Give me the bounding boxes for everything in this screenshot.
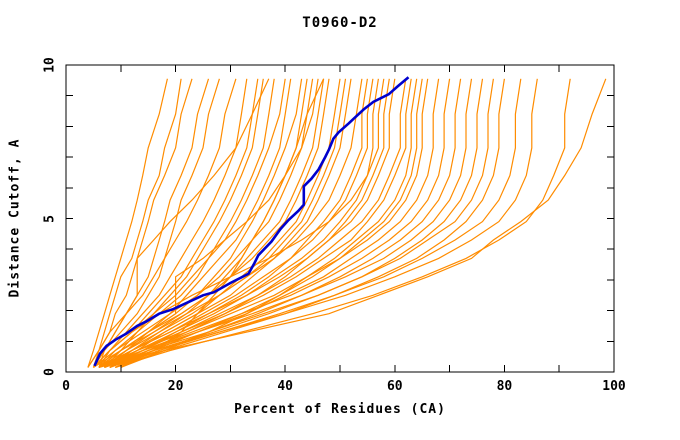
x-tick-label-80: 80 xyxy=(496,379,513,394)
y-axis-label: Distance Cutoff, A xyxy=(7,138,23,298)
model-curve-model-03 xyxy=(87,78,193,368)
model-curve-model-34 xyxy=(98,78,429,368)
model-curve-model-06 xyxy=(87,78,237,368)
model-curve-model-17 xyxy=(93,78,319,368)
model-curve-model-19 xyxy=(98,78,330,368)
model-curve-model-41 xyxy=(115,78,505,368)
model-curve-model-26 xyxy=(92,78,379,368)
model-curve-model-46 xyxy=(98,78,607,368)
model-curve-model-27 xyxy=(104,78,385,368)
model-curve-model-07 xyxy=(98,78,248,368)
model-curve-model-40 xyxy=(104,78,494,368)
model-curve-model-01 xyxy=(87,78,168,368)
model-curve-model-36 xyxy=(104,78,451,368)
chart-title: T0960-D2 xyxy=(302,15,378,31)
model-curve-model-21 xyxy=(98,78,347,368)
model-curve-model-05 xyxy=(92,78,220,368)
model-curve-model-44 xyxy=(120,78,325,368)
x-tick-label-0: 0 xyxy=(62,379,70,394)
highlighted-model-curve xyxy=(93,76,410,367)
model-curve-model-39 xyxy=(109,78,484,368)
model-curve-model-32 xyxy=(120,78,418,368)
x-tick-label-60: 60 xyxy=(386,379,403,394)
y-tick-label-0: 0 xyxy=(42,368,58,376)
x-tick-label-20: 20 xyxy=(167,379,184,394)
model-curve-model-29 xyxy=(98,78,396,368)
y-tick-label-5: 5 xyxy=(42,214,58,223)
x-axis-label: Percent of Residues (CA) xyxy=(234,402,446,417)
model-curve-model-02 xyxy=(92,78,182,368)
y-tick-label-10: 10 xyxy=(42,57,58,73)
model-curve-model-22 xyxy=(104,78,352,368)
x-tick-label-100: 100 xyxy=(602,379,626,394)
model-curve-model-43 xyxy=(104,78,538,368)
model-curve-model-31 xyxy=(104,78,412,368)
model-curve-model-10 xyxy=(92,78,270,368)
model-curve-model-38 xyxy=(98,78,473,368)
x-tick-label-40: 40 xyxy=(277,379,294,394)
